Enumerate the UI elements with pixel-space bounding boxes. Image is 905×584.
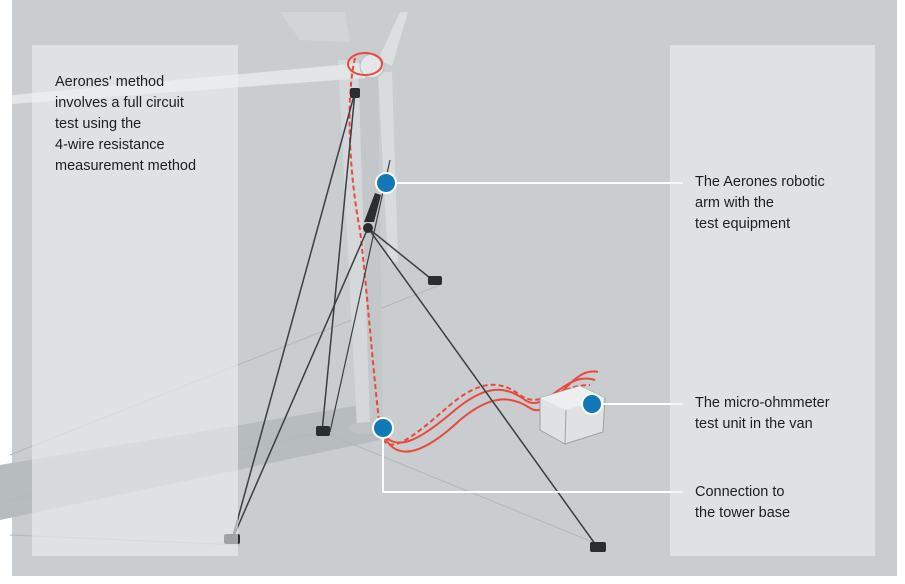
right-border [897, 0, 905, 584]
left-border [0, 0, 12, 584]
rope [321, 91, 356, 433]
callout-panel [670, 45, 875, 556]
method-line: Aerones' method [55, 74, 165, 90]
callout-line: test unit in the van [695, 416, 813, 432]
callout-line: The Aerones robotic [695, 174, 825, 190]
callout-line: The micro-ohmmeter [695, 395, 830, 411]
method-line: 4-wire resistance [55, 137, 165, 153]
cable-dashed [348, 57, 591, 446]
rope [231, 91, 356, 541]
cable-loop [379, 377, 596, 444]
callout-tower-base: Connection to the tower base [695, 482, 790, 524]
callout-robotic-arm: The Aerones robotic arm with the test eq… [695, 172, 825, 235]
marker-micro-ohmmeter [581, 393, 603, 415]
marker-robotic-arm [375, 172, 397, 194]
blade-up [378, 12, 408, 66]
callout-line: arm with the [695, 195, 774, 211]
callout-line: test equipment [695, 216, 791, 232]
robot-body [363, 223, 373, 233]
hub-cable-ring [347, 52, 383, 76]
callout-line: Connection to [695, 484, 785, 500]
rope-clamp [350, 88, 360, 98]
tower-shade [358, 60, 383, 427]
callout-micro-ohmmeter: The micro-ohmmeter test unit in the van [695, 393, 830, 435]
leader-line-base [382, 428, 683, 493]
anchor-winch [428, 276, 442, 285]
method-line: measurement method [55, 158, 197, 174]
bottom-border [0, 576, 905, 584]
anchor-winch [590, 542, 606, 552]
method-panel [32, 45, 238, 556]
rope [367, 227, 599, 549]
nacelle [280, 12, 350, 42]
rope [231, 227, 369, 541]
method-line: involves a full circuit [55, 95, 184, 111]
rope [329, 159, 391, 433]
callout-line: the tower base [695, 505, 791, 521]
method-description: Aerones' method involves a full circuit … [55, 72, 196, 177]
robotic-arm [364, 193, 381, 222]
marker-tower-base [372, 417, 394, 439]
anchor-winch [316, 426, 330, 436]
ground-line [329, 434, 601, 546]
method-line: test using the [55, 116, 142, 132]
rope [367, 227, 436, 283]
